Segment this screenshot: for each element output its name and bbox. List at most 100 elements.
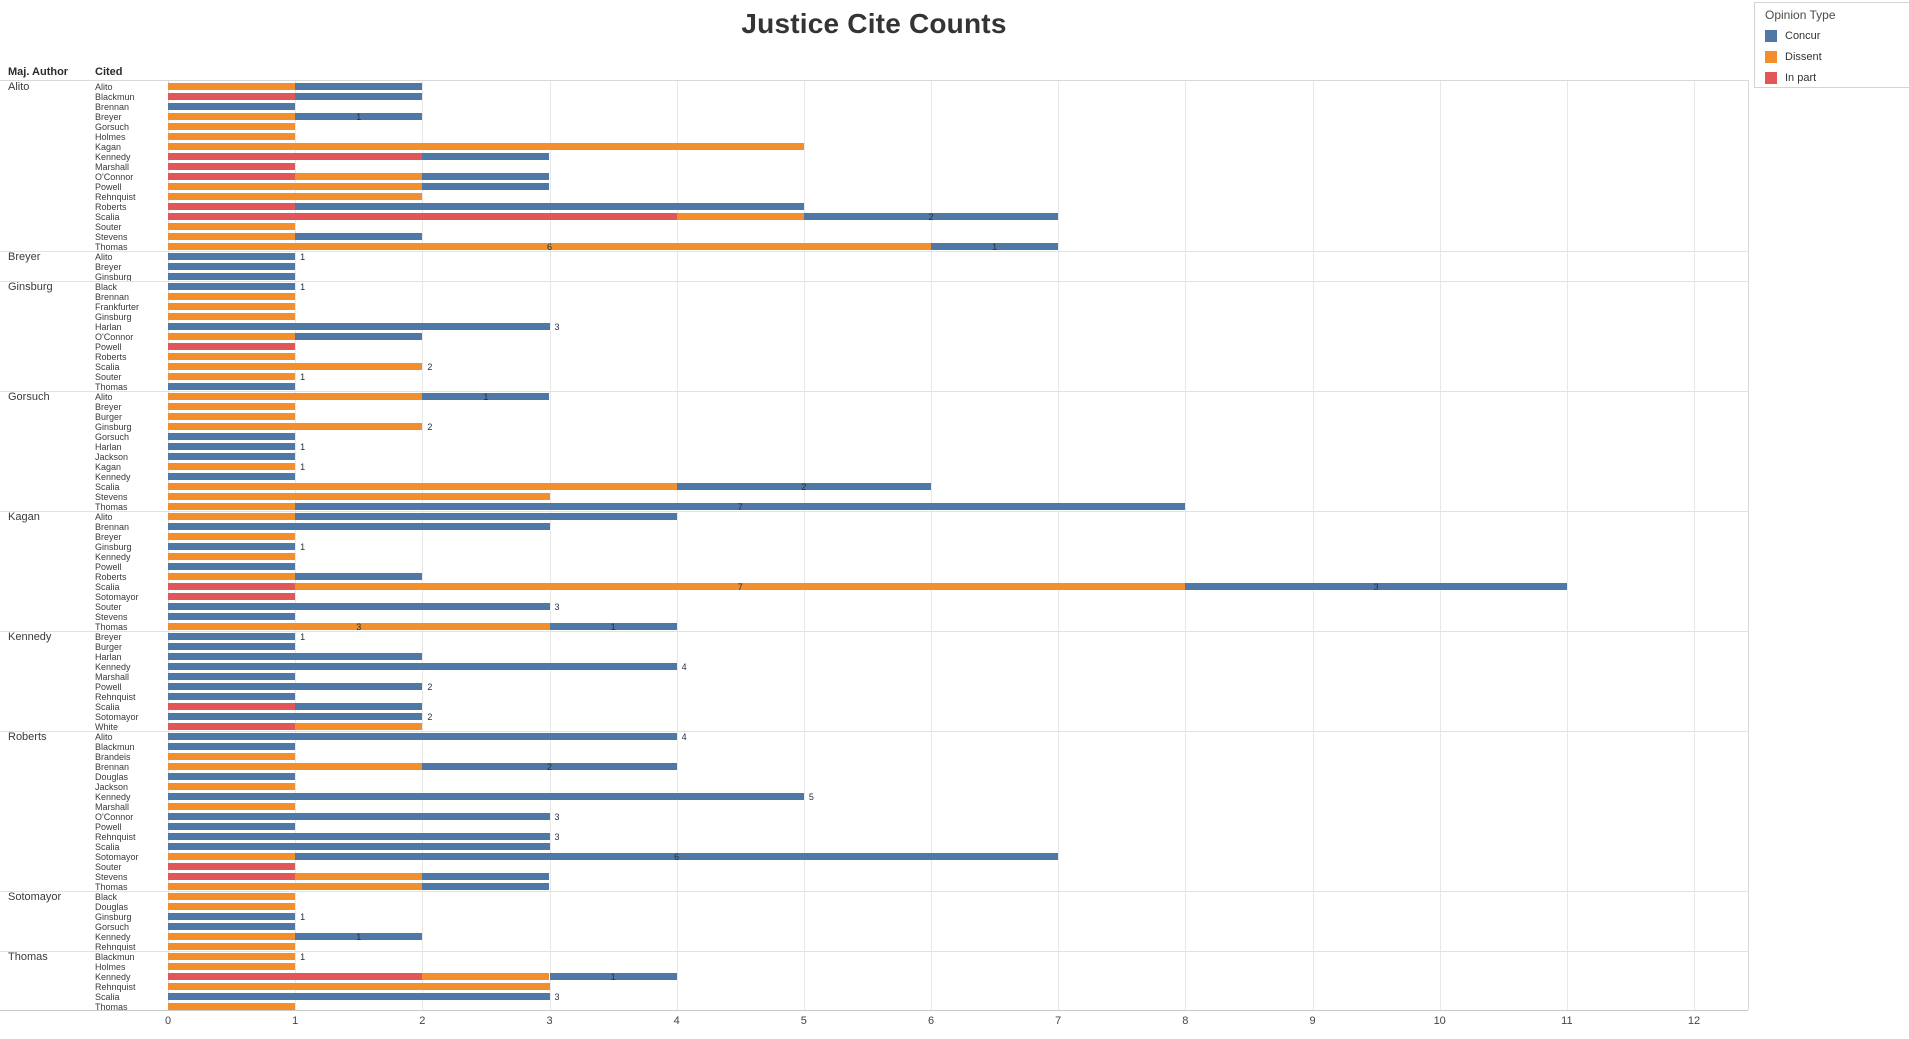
bar-segment-concur[interactable] [168,773,296,780]
bar-segment-in-part[interactable] [168,583,296,590]
bar-segment-dissent[interactable] [168,333,296,340]
bar-segment-in-part[interactable] [168,343,296,350]
bar-segment-concur[interactable] [295,573,423,580]
bar-segment-concur[interactable] [168,283,296,290]
bar-segment-concur[interactable] [422,873,550,880]
bar-segment-in-part[interactable] [168,93,296,100]
bar-segment-concur[interactable] [168,713,423,720]
bar-segment-concur[interactable] [422,173,550,180]
bar-segment-concur[interactable] [168,993,550,1000]
bar-segment-concur[interactable] [295,853,1059,860]
bar-segment-dissent[interactable] [168,1003,296,1010]
bar-segment-dissent[interactable] [295,583,1186,590]
bar-segment-concur[interactable] [295,233,423,240]
bar-segment-dissent[interactable] [168,303,296,310]
bar-segment-in-part[interactable] [168,173,296,180]
bar-segment-dissent[interactable] [168,83,296,90]
bar-segment-dissent[interactable] [168,753,296,760]
bar-segment-concur[interactable] [168,683,423,690]
legend-item-in-part[interactable]: In part [1765,71,1905,85]
bar-segment-concur[interactable] [168,833,550,840]
bar-segment-dissent[interactable] [168,893,296,900]
bar-segment-concur[interactable] [168,523,550,530]
bar-segment-concur[interactable] [168,793,804,800]
bar-segment-concur[interactable] [168,103,296,110]
bar-segment-dissent[interactable] [168,423,423,430]
bar-segment-in-part[interactable] [168,163,296,170]
bar-segment-dissent[interactable] [168,533,296,540]
bar-segment-dissent[interactable] [168,413,296,420]
bar-segment-concur[interactable] [168,843,550,850]
bar-segment-dissent[interactable] [295,873,423,880]
bar-segment-concur[interactable] [168,923,296,930]
legend-item-dissent[interactable]: Dissent [1765,50,1905,64]
bar-segment-concur[interactable] [422,183,550,190]
bar-segment-concur[interactable] [295,113,423,120]
bar-segment-concur[interactable] [676,483,931,490]
bar-segment-concur[interactable] [168,453,296,460]
bar-segment-concur[interactable] [168,543,296,550]
bar-segment-dissent[interactable] [168,373,296,380]
bar-segment-concur[interactable] [168,383,296,390]
bar-segment-dissent[interactable] [168,903,296,910]
bar-segment-dissent[interactable] [168,503,296,510]
bar-segment-dissent[interactable] [168,403,296,410]
bar-segment-concur[interactable] [295,503,1186,510]
bar-segment-dissent[interactable] [168,113,296,120]
bar-segment-concur[interactable] [295,93,423,100]
bar-segment-dissent[interactable] [168,943,296,950]
bar-segment-dissent[interactable] [168,953,296,960]
bar-segment-concur[interactable] [168,603,550,610]
bar-segment-concur[interactable] [168,643,296,650]
bar-segment-dissent[interactable] [168,353,296,360]
bar-segment-dissent[interactable] [168,133,296,140]
bar-segment-concur[interactable] [168,743,296,750]
bar-segment-dissent[interactable] [168,223,296,230]
bar-segment-in-part[interactable] [168,973,423,980]
bar-segment-in-part[interactable] [168,703,296,710]
bar-segment-concur[interactable] [168,913,296,920]
bar-segment-in-part[interactable] [168,203,296,210]
bar-segment-dissent[interactable] [168,803,296,810]
bar-segment-concur[interactable] [168,563,296,570]
bar-segment-dissent[interactable] [295,723,423,730]
bar-segment-concur[interactable] [295,333,423,340]
bar-segment-dissent[interactable] [422,973,550,980]
bar-segment-dissent[interactable] [168,933,296,940]
legend-item-concur[interactable]: Concur [1765,29,1905,43]
bar-segment-concur[interactable] [803,213,1059,220]
bar-segment-concur[interactable] [168,653,423,660]
bar-segment-dissent[interactable] [168,623,550,630]
bar-segment-dissent[interactable] [168,193,423,200]
bar-segment-dissent[interactable] [168,313,296,320]
bar-segment-in-part[interactable] [168,863,296,870]
bar-segment-concur[interactable] [549,973,677,980]
bar-segment-dissent[interactable] [168,963,296,970]
bar-segment-in-part[interactable] [168,873,296,880]
bar-segment-dissent[interactable] [168,293,296,300]
bar-segment-concur[interactable] [295,83,423,90]
bar-segment-dissent[interactable] [168,143,804,150]
bar-segment-dissent[interactable] [168,183,423,190]
bar-segment-concur[interactable] [168,473,296,480]
bar-segment-concur[interactable] [422,393,550,400]
bar-segment-concur[interactable] [931,243,1059,250]
bar-segment-concur[interactable] [168,823,296,830]
bar-segment-concur[interactable] [168,273,296,280]
bar-segment-in-part[interactable] [168,153,423,160]
bar-segment-concur[interactable] [1185,583,1567,590]
bar-segment-concur[interactable] [295,203,804,210]
bar-segment-concur[interactable] [168,813,550,820]
bar-segment-dissent[interactable] [168,123,296,130]
bar-segment-dissent[interactable] [168,573,296,580]
bar-segment-dissent[interactable] [168,853,296,860]
bar-segment-concur[interactable] [168,733,677,740]
bar-segment-concur[interactable] [422,153,550,160]
bar-segment-dissent[interactable] [676,213,804,220]
bar-segment-dissent[interactable] [168,233,296,240]
bar-segment-dissent[interactable] [168,493,550,500]
bar-segment-in-part[interactable] [168,723,296,730]
bar-segment-concur[interactable] [549,623,677,630]
bar-segment-dissent[interactable] [168,553,296,560]
bar-segment-dissent[interactable] [168,363,423,370]
